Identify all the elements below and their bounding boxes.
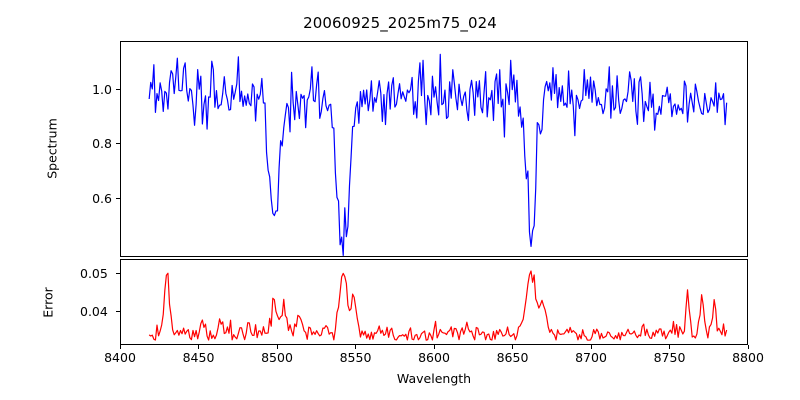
error-axis-label: Error [40, 287, 56, 318]
xtick-label-8700: 8700 [575, 350, 607, 365]
xtickmark-8500 [276, 345, 278, 349]
spectrum-ytick-2: 0.8 [92, 136, 112, 151]
spectrum-ytick-3: 0.6 [92, 191, 112, 206]
xtick-label-8450: 8450 [182, 350, 215, 365]
xtickmark-8450 [198, 345, 200, 349]
spectrum-line-chart [121, 42, 747, 256]
error-ytick-1: 0.05 [80, 266, 108, 281]
xtick-label-8500: 8500 [261, 350, 293, 365]
error-ytickmark-2 [116, 311, 120, 313]
spectrum-plot-panel [120, 41, 748, 257]
spectrum-ytickmark-1 [116, 89, 120, 91]
xtick-label-8750: 8750 [653, 350, 686, 365]
xtickmark-8700 [590, 345, 592, 349]
x-axis-label: Wavelength [396, 371, 472, 386]
error-ytick-2: 0.04 [80, 304, 108, 319]
xtickmark-8650 [512, 345, 514, 349]
xtick-label-8400: 8400 [104, 350, 136, 365]
xtickmark-8400 [119, 345, 121, 349]
spectrum-data-line [149, 54, 726, 255]
xtick-label-8800: 8800 [732, 350, 764, 365]
spectrum-ytick-1: 1.0 [92, 82, 112, 97]
error-plot-panel [120, 259, 748, 345]
spectrum-axis-label: Spectrum [44, 118, 60, 179]
error-data-line [149, 271, 726, 340]
xtickmark-8750 [669, 345, 671, 349]
spectrum-ytickmark-2 [116, 143, 120, 145]
xtickmark-8800 [747, 345, 749, 349]
xtick-label-8550: 8550 [339, 350, 372, 365]
error-ytickmark-1 [116, 273, 120, 275]
xtickmark-8600 [433, 345, 435, 349]
xtick-label-8600: 8600 [418, 350, 450, 365]
xtickmark-8550 [355, 345, 357, 349]
spectrum-ytickmark-3 [116, 198, 120, 200]
xtick-label-8650: 8650 [496, 350, 529, 365]
page-title: 20060925_2025m75_024 [303, 14, 497, 32]
error-line-chart [121, 260, 747, 344]
